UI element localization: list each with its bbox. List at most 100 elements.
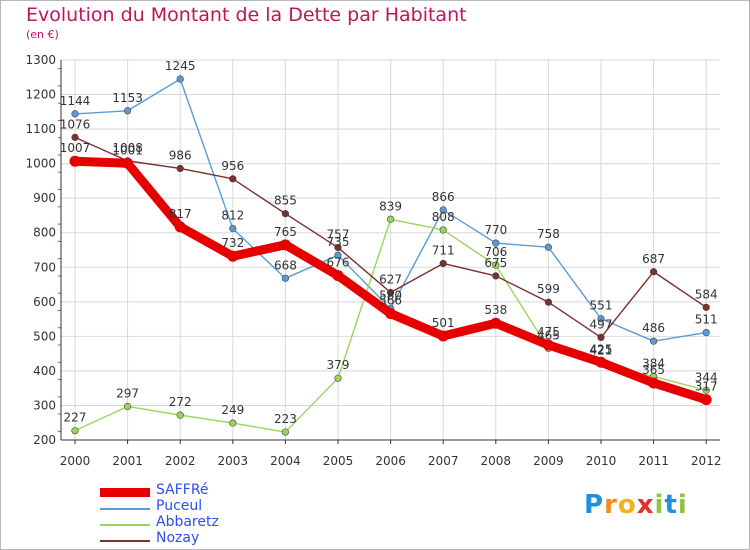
point-nozay: [544, 298, 553, 306]
y-tick-label: 1100: [25, 122, 56, 136]
y-tick-label: 200: [33, 433, 56, 447]
data-label-nozay: 584: [695, 287, 718, 301]
point-puceul: [439, 206, 447, 214]
y-tick-label: 1200: [25, 88, 56, 102]
point-puceul: [281, 274, 290, 282]
data-label-abbaretz: 249: [221, 403, 244, 417]
x-tick-label: 2004: [270, 454, 301, 468]
point-saffr: [542, 339, 554, 351]
data-label-puceul: 1245: [165, 59, 196, 73]
legend-label: Nozay: [156, 530, 200, 546]
point-saffr: [595, 356, 607, 368]
data-label-abbaretz: 839: [379, 199, 402, 213]
data-label-nozay: 956: [221, 159, 244, 173]
x-tick-label: 2011: [638, 454, 669, 468]
data-label-puceul: 866: [432, 190, 455, 204]
legend-swatch: [100, 524, 150, 526]
y-tick-label: 400: [33, 364, 56, 378]
data-label-nozay: 855: [274, 194, 297, 208]
point-abbaretz: [229, 419, 237, 427]
data-label-abbaretz: 344: [695, 370, 718, 384]
data-label-saffr: 1007: [60, 141, 91, 155]
point-nozay: [492, 272, 500, 280]
x-tick-label: 2000: [60, 454, 91, 468]
proxiti-logo: Proxiti: [584, 490, 688, 520]
point-abbaretz: [176, 411, 184, 419]
point-puceul: [702, 328, 710, 337]
point-nozay: [334, 243, 342, 252]
point-saffr: [385, 308, 397, 320]
legend-label: SAFFRé: [156, 482, 209, 498]
data-label-puceul: 511: [695, 313, 718, 327]
point-puceul: [123, 107, 132, 115]
data-label-puceul: 1144: [60, 94, 91, 108]
data-label-nozay: 757: [327, 228, 350, 242]
point-nozay: [702, 303, 710, 311]
point-saffr: [332, 270, 344, 282]
point-saffr: [700, 394, 712, 406]
y-tick-label: 800: [33, 226, 56, 240]
y-tick-label: 700: [33, 260, 56, 274]
data-label-puceul: 812: [221, 209, 244, 223]
logo-letter: i: [654, 490, 665, 520]
data-label-nozay: 687: [642, 252, 665, 266]
data-label-saffr: 317: [695, 380, 718, 394]
data-label-nozay: 1008: [112, 141, 143, 155]
grid: [61, 59, 720, 441]
point-puceul: [71, 110, 79, 118]
point-saffr: [490, 317, 502, 329]
data-label-nozay: 675: [484, 256, 507, 270]
data-label-puceul: 770: [484, 223, 507, 237]
axes: 200 300 400 500 600 700 800 900 1000 1100 1200 1300…: [25, 53, 721, 468]
point-abbaretz: [439, 226, 447, 234]
data-label-puceul: 758: [537, 227, 560, 241]
point-puceul: [176, 75, 184, 83]
point-saffr: [648, 377, 660, 389]
data-labels: 1144 1153 1245 812 668 735 580 866 770 758 551 486 5…: [60, 59, 718, 426]
data-label-abbaretz: 421: [590, 344, 613, 358]
data-label-saffr: 732: [221, 236, 244, 250]
point-nozay: [597, 333, 605, 342]
data-label-puceul: 486: [642, 321, 665, 335]
data-label-saffr: 817: [169, 207, 192, 221]
legend-swatch: [100, 488, 150, 497]
point-puceul: [597, 315, 605, 323]
x-tick-label: 2008: [481, 454, 512, 468]
point-abbaretz: [334, 374, 342, 382]
x-tick-label: 2010: [586, 454, 617, 468]
point-saffr: [69, 155, 81, 167]
point-nozay: [281, 210, 290, 218]
data-label-abbaretz: 223: [274, 412, 297, 426]
data-label-puceul: 1153: [112, 91, 143, 105]
x-tick-label: 2012: [691, 454, 722, 468]
data-label-saffr: 501: [432, 316, 455, 330]
data-label-nozay: 711: [432, 243, 455, 257]
data-label-abbaretz: 384: [642, 356, 665, 370]
data-label-abbaretz: 227: [64, 411, 87, 425]
data-label-abbaretz: 379: [327, 358, 350, 372]
point-abbaretz: [281, 428, 290, 436]
chart-unit: (en €): [26, 28, 59, 41]
y-tick-label: 600: [33, 295, 56, 309]
legend-label: Abbaretz: [156, 514, 219, 530]
legend-swatch: [100, 540, 150, 542]
x-tick-label: 2007: [428, 454, 459, 468]
data-label-puceul: 551: [590, 299, 613, 313]
logo-letter: o: [617, 490, 637, 520]
data-label-abbaretz: 706: [484, 245, 507, 259]
x-tick-label: 2005: [323, 454, 354, 468]
y-tick-label: 1300: [25, 53, 56, 67]
data-label-saffr: 566: [379, 294, 402, 308]
point-puceul: [229, 224, 237, 233]
point-nozay: [387, 288, 395, 297]
x-tick-label: 2002: [165, 454, 196, 468]
x-tick-label: 2009: [533, 454, 564, 468]
data-label-saffr: 765: [274, 225, 297, 239]
point-nozay: [649, 268, 658, 276]
legend-label: Puceul: [156, 498, 203, 514]
point-puceul: [492, 239, 500, 247]
point-saffr: [279, 239, 291, 251]
data-label-nozay: 986: [169, 148, 192, 162]
data-label-nozay: 627: [379, 272, 402, 286]
